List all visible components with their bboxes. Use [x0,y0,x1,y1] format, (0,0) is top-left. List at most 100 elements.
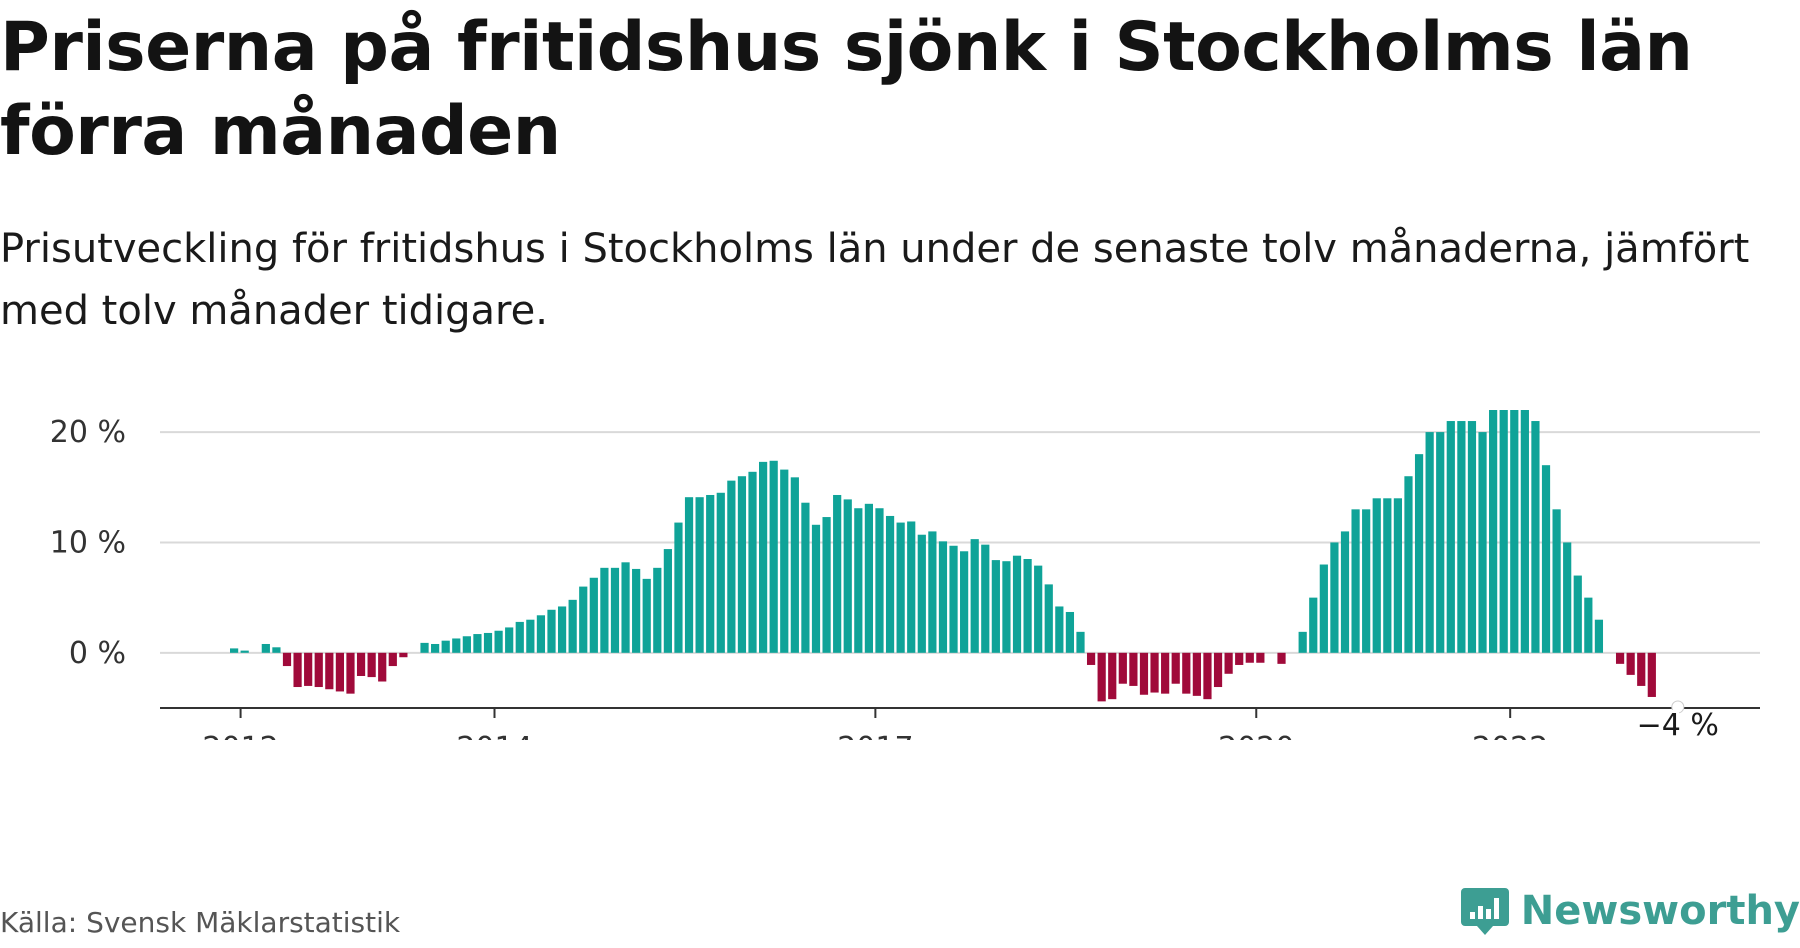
bar [1235,652,1244,665]
bar [1457,421,1466,653]
bar [240,650,249,653]
bar [1213,652,1223,688]
brand-name: Newsworthy [1520,888,1800,934]
x-tick-label: 2022 [1472,731,1548,740]
x-tick-label: 2020 [1218,731,1294,740]
x-tick-label: 2014 [456,731,532,740]
bar [1436,432,1445,653]
bar [473,634,482,653]
bar [230,648,239,653]
bar [1510,410,1519,653]
bar [1277,652,1286,664]
bar [600,567,609,653]
bar [261,643,270,653]
bar [907,521,916,653]
bar [1298,631,1307,653]
bar [505,627,514,653]
bar [1097,652,1106,702]
bar [981,544,990,653]
brand-logo[interactable]: Newsworthy [1460,886,1800,936]
bar [272,647,281,653]
bar [928,531,937,653]
bar [1425,432,1434,653]
bar [282,652,292,667]
chart-title: Priserna på fritidshus sjönk i Stockholm… [0,8,1693,171]
annotation-label: −4 % [1637,708,1719,740]
bar [1637,652,1646,686]
bar [801,502,810,653]
bar [293,652,302,688]
bar [811,524,821,653]
bar [346,652,355,694]
bar [1330,542,1339,653]
y-tick-label: 0 % [69,636,126,671]
bar [1351,509,1360,653]
bar [356,652,366,676]
bar [441,640,450,653]
bar [314,652,323,688]
bar [1023,559,1032,653]
bar [1383,498,1392,653]
bar [970,539,979,653]
bar [557,606,567,653]
bar [1446,421,1455,653]
bar [1478,432,1487,653]
bar [1520,410,1529,653]
bar [589,577,598,653]
bar [949,545,958,653]
bar [748,471,757,653]
bar [1615,652,1625,664]
bar [1034,565,1043,653]
bar [335,652,344,692]
bar [388,652,397,667]
bar [1309,597,1318,653]
newsworthy-logo-icon [1460,888,1509,935]
bar [1002,561,1011,653]
bar [1414,454,1424,653]
bar [1129,652,1138,686]
bar [1044,584,1053,653]
bar [1404,476,1413,653]
bar [790,477,799,653]
bar [1171,652,1180,684]
bar [304,652,313,686]
bar [864,503,873,653]
bar [684,497,694,653]
bar [1055,606,1064,653]
bar [515,621,524,653]
bar [716,492,725,653]
bar [325,652,334,690]
bar [759,461,768,653]
bar [938,541,948,653]
bar [843,499,852,653]
bar [1319,564,1328,653]
bar [547,609,556,653]
bar [1563,542,1572,653]
bar [367,652,376,678]
bar [653,567,662,653]
bar [1362,509,1371,653]
bar [991,560,1000,653]
bar [1531,421,1540,653]
bar [674,522,683,653]
bar [494,630,503,653]
bar [1076,631,1085,653]
bar [1118,652,1127,684]
y-tick-label: 20 % [50,415,126,450]
bar [1161,652,1170,694]
x-tick-label: 2017 [837,731,913,740]
bar [632,568,641,653]
bar [960,551,969,653]
bar [1012,555,1022,653]
bar [1647,652,1656,697]
bar [1086,652,1096,665]
bar [833,494,842,653]
bar [1256,652,1265,663]
bar [1182,652,1191,694]
bar [452,638,461,653]
bar [1340,531,1350,653]
bar [1108,652,1117,700]
bar [526,619,535,653]
bar [727,480,736,653]
bar [1467,421,1477,653]
